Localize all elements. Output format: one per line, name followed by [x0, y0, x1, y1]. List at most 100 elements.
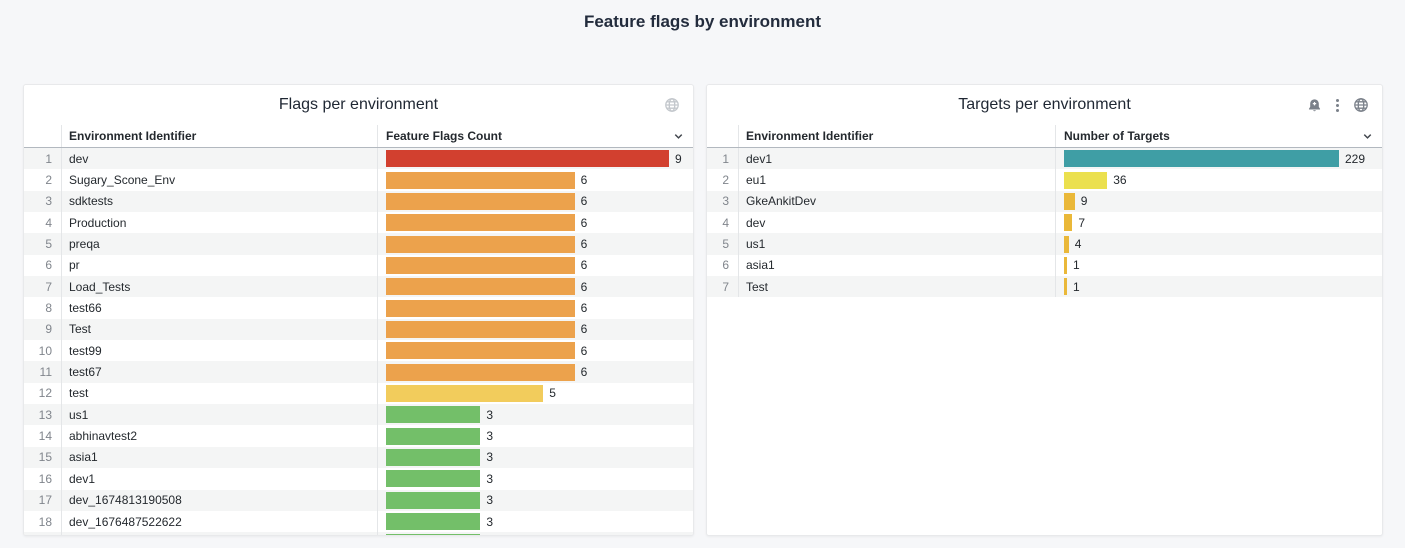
- table-row: 1 dev 9: [24, 148, 693, 170]
- table-row: 1 dev1 229: [707, 148, 1382, 170]
- environment-identifier: dev_1674813190508: [62, 489, 378, 511]
- environment-identifier: pr: [62, 254, 378, 277]
- bar-value-label: 1: [1073, 258, 1080, 273]
- bar: [1064, 171, 1108, 189]
- environment-identifier: dev_1676487522622: [62, 510, 378, 533]
- row-number: 6: [24, 254, 62, 277]
- table-row: 5 preqa 6: [24, 233, 693, 255]
- panel-title[interactable]: Targets per environment: [958, 96, 1131, 113]
- bar-gauge-cell: 229: [1056, 148, 1382, 169]
- bar: [386, 513, 481, 531]
- value-column-header[interactable]: Number of Targets: [1056, 125, 1382, 147]
- kebab-menu-icon[interactable]: [1333, 98, 1342, 113]
- environment-identifier: dev1: [62, 468, 378, 490]
- globe-icon[interactable]: [664, 97, 680, 113]
- environment-identifier: abhinavtest2: [62, 425, 378, 447]
- bar-gauge-cell: 6: [378, 297, 693, 318]
- bar: [386, 491, 481, 509]
- environment-identifier: test99: [62, 340, 378, 362]
- table-row: 4 Production 6: [24, 212, 693, 234]
- bar-value-label: 3: [486, 407, 494, 422]
- row-number: 3: [24, 190, 62, 213]
- row-number: 6: [707, 254, 739, 277]
- bar-value-label: 3: [486, 493, 494, 508]
- bar-gauge-cell: 3: [378, 468, 693, 489]
- table-row: 18 dev_1676487522622 3: [24, 510, 693, 533]
- environment-identifier: asia1: [739, 254, 1056, 277]
- bar-gauge-cell: 6: [378, 276, 693, 297]
- environment-identifier: Test: [739, 276, 1056, 298]
- environment-identifier: sdktests: [62, 190, 378, 213]
- chevron-down-icon[interactable]: [1361, 130, 1374, 143]
- identifier-column-header[interactable]: Environment Identifier: [62, 125, 378, 147]
- bar: [386, 406, 481, 424]
- bar-value-label: 6: [580, 173, 588, 188]
- row-number: 11: [24, 361, 62, 383]
- row-number: 2: [707, 169, 739, 191]
- row-number: 7: [24, 276, 62, 298]
- table-row: 19 dev_1676487546612 3: [24, 532, 693, 535]
- bar-gauge-cell: 6: [378, 255, 693, 276]
- environment-identifier: Sugary_Scone_Env: [62, 169, 378, 191]
- bar-gauge-cell: 3: [378, 511, 693, 532]
- bar: [386, 235, 575, 253]
- panel-title[interactable]: Flags per environment: [278, 96, 439, 113]
- bar-value-label: 6: [580, 365, 588, 380]
- table-row: 2 eu1 36: [707, 169, 1382, 191]
- environment-identifier: eu1: [739, 169, 1056, 191]
- bar-gauge-cell: 3: [378, 490, 693, 511]
- bar-gauge-cell: 7: [1056, 212, 1382, 233]
- bar: [1064, 150, 1339, 168]
- environment-identifier: Production: [62, 212, 378, 234]
- bar-gauge-cell: 3: [378, 404, 693, 425]
- row-number: 12: [24, 382, 62, 405]
- bar: [386, 192, 575, 210]
- bar-value-label: 1: [1073, 279, 1080, 294]
- bell-plus-icon[interactable]: [1307, 98, 1322, 113]
- row-number: 7: [707, 276, 739, 298]
- identifier-column-header[interactable]: Environment Identifier: [739, 125, 1056, 147]
- bar: [386, 278, 575, 296]
- panel-header: Flags per environment: [24, 85, 693, 125]
- bar: [386, 299, 575, 317]
- table-row: 7 Load_Tests 6: [24, 276, 693, 298]
- table-row: 2 Sugary_Scone_Env 6: [24, 169, 693, 191]
- table-row: 3 GkeAnkitDev 9: [707, 190, 1382, 213]
- panel-targets-per-environment: Targets per environment Environme: [706, 84, 1383, 536]
- bar-gauge-cell: 3: [378, 425, 693, 446]
- bar: [386, 427, 481, 445]
- row-number: 17: [24, 489, 62, 511]
- bar: [386, 363, 575, 381]
- bar-value-label: 3: [486, 471, 494, 486]
- table-row: 10 test99 6: [24, 340, 693, 362]
- row-number: 8: [24, 297, 62, 319]
- bar-value-label: 6: [580, 343, 588, 358]
- bar: [386, 214, 575, 232]
- row-number: 16: [24, 468, 62, 490]
- table-row: 9 Test 6: [24, 318, 693, 341]
- environment-identifier: us1: [739, 233, 1056, 255]
- environment-identifier: test66: [62, 297, 378, 319]
- bar-gauge-cell: 1: [1056, 276, 1382, 297]
- bar: [1064, 192, 1075, 210]
- table-row: 3 sdktests 6: [24, 190, 693, 213]
- row-number: 3: [707, 190, 739, 213]
- bar: [1064, 256, 1067, 274]
- bar: [1064, 278, 1067, 296]
- chevron-down-icon[interactable]: [672, 130, 685, 143]
- bar-gauge-cell: 3: [378, 447, 693, 468]
- bar-gauge-cell: 1: [1056, 255, 1382, 276]
- bar-value-label: 6: [580, 279, 588, 294]
- environment-identifier: preqa: [62, 233, 378, 255]
- environment-identifier: dev: [739, 212, 1056, 234]
- table-row: 12 test 5: [24, 382, 693, 405]
- bar-value-label: 3: [486, 514, 494, 529]
- bar-value-label: 9: [1080, 194, 1088, 209]
- environment-identifier: test67: [62, 361, 378, 383]
- globe-icon[interactable]: [1353, 97, 1369, 113]
- bar: [386, 171, 575, 189]
- bar: [386, 448, 481, 466]
- table-row: 8 test66 6: [24, 297, 693, 319]
- bar-gauge-cell: 6: [378, 319, 693, 340]
- value-column-header[interactable]: Feature Flags Count: [378, 125, 693, 147]
